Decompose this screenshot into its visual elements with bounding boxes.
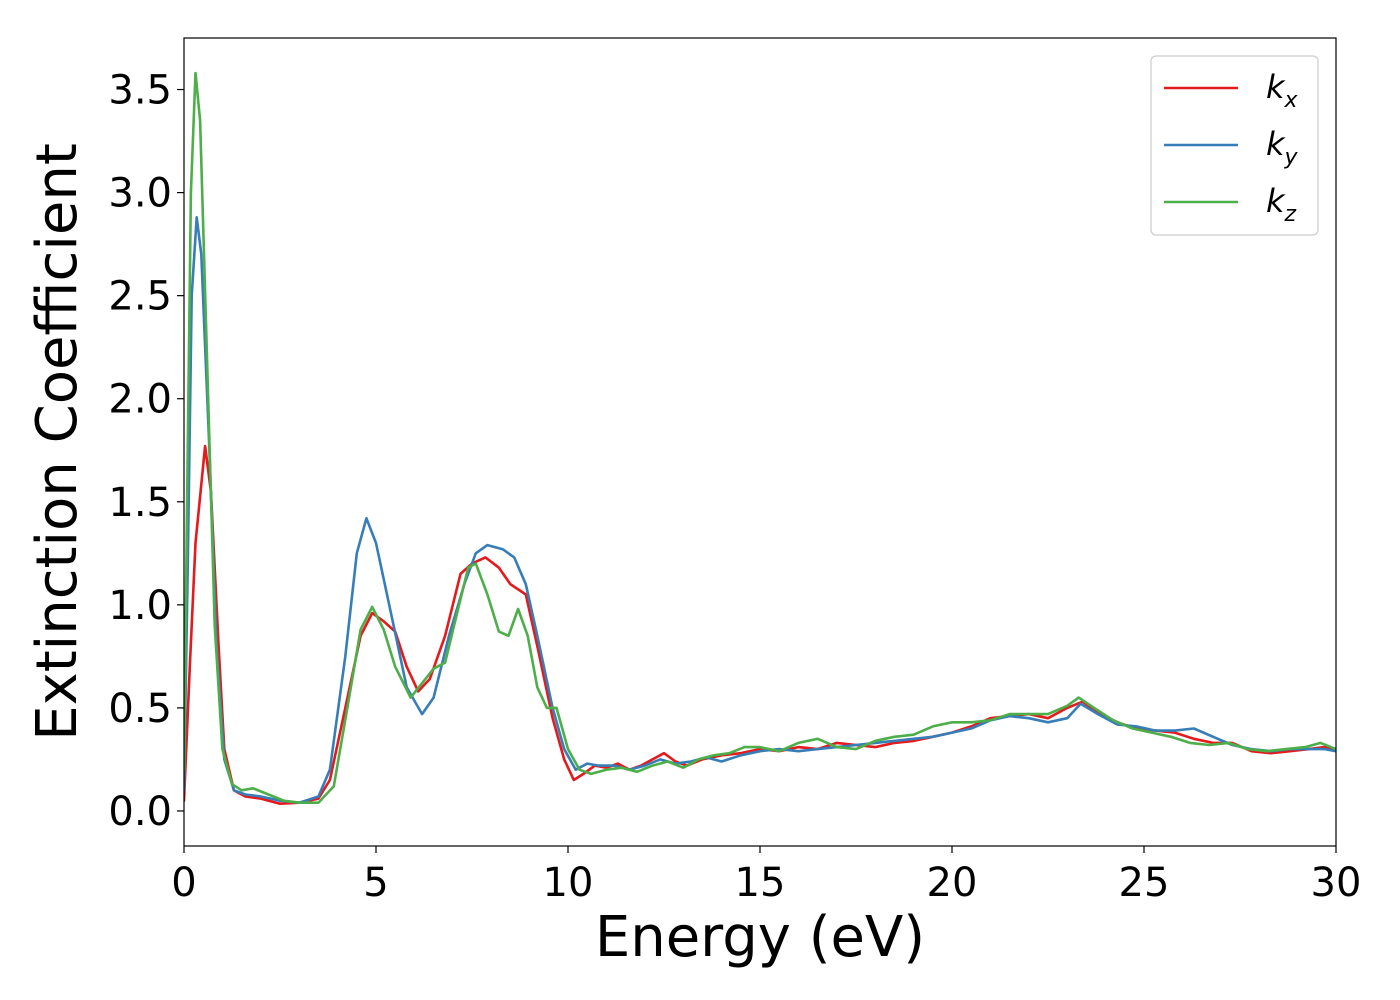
y-tick-label: 0.5 (108, 686, 172, 732)
legend-item-x: kx (1164, 68, 1299, 113)
y-tick-label: 2.0 (108, 377, 172, 423)
x-tick-label: 5 (363, 860, 388, 906)
y-tick-label: 3.5 (108, 68, 172, 114)
series-line-y (184, 216, 1336, 804)
x-axis-ticks: 0 5 10 15 20 25 30 (171, 846, 1361, 906)
x-tick-label: 15 (735, 860, 786, 906)
legend-item-z: kz (1164, 182, 1297, 227)
legend: kx ky kz (1150, 55, 1319, 236)
y-tick-label: 1.5 (108, 480, 172, 526)
plot-lines (184, 71, 1336, 805)
y-tick-label: 2.5 (108, 274, 172, 320)
x-axis-title: Energy (eV) (595, 905, 925, 970)
series-line-z (184, 71, 1336, 804)
x-tick-label: 30 (1311, 860, 1362, 906)
y-axis-title: Extinction Coefficient (25, 143, 90, 741)
y-tick-label: 0.0 (108, 789, 172, 835)
y-tick-label: 1.0 (108, 583, 172, 629)
legend-item-y: ky (1164, 125, 1299, 170)
legend-label: kz (1266, 182, 1297, 227)
x-tick-label: 0 (171, 860, 196, 906)
x-tick-label: 20 (927, 860, 978, 906)
y-tick-label: 3.0 (108, 171, 172, 217)
x-tick-label: 10 (543, 860, 594, 906)
y-axis-ticks: 0.0 0.5 1.0 1.5 2.0 2.5 3.0 3.5 (108, 68, 184, 835)
legend-label: ky (1266, 125, 1299, 170)
x-tick-label: 25 (1119, 860, 1170, 906)
legend-label: kx (1266, 68, 1299, 113)
